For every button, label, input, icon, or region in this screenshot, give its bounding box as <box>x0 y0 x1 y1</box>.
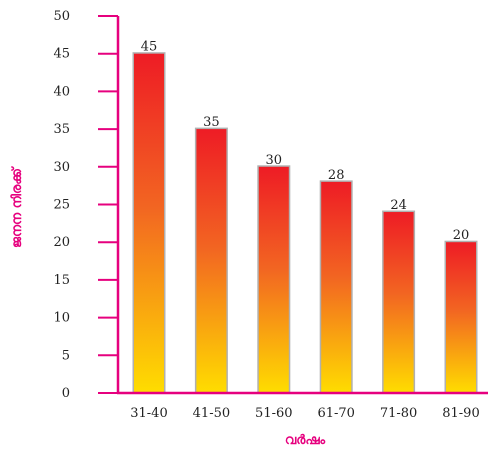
data-label: 20 <box>453 228 470 243</box>
bar <box>383 212 414 393</box>
y-tick-label: 20 <box>53 235 70 250</box>
y-tick-label: 15 <box>53 273 70 288</box>
bar <box>196 129 227 393</box>
y-tick-label: 5 <box>62 348 70 363</box>
y-tick-label: 35 <box>53 122 70 137</box>
axes <box>98 15 488 395</box>
data-label: 45 <box>141 40 158 55</box>
y-tick-label: 10 <box>53 311 70 326</box>
y-tick-label: 50 <box>53 9 70 24</box>
bars: 45 35 30 28 24 20 <box>132 40 478 393</box>
data-label: 24 <box>390 198 407 213</box>
x-axis-ticks: 31-40 41-50 51-60 61-70 71-80 81-90 <box>130 406 479 421</box>
bar <box>446 242 476 393</box>
x-tick-label: 81-90 <box>442 406 479 421</box>
bar <box>258 166 289 393</box>
y-tick-label: 0 <box>62 386 70 401</box>
x-tick-label: 41-50 <box>193 406 230 421</box>
y-tick-label: 40 <box>53 84 70 99</box>
data-label: 28 <box>328 168 345 183</box>
bar <box>321 181 352 393</box>
x-tick-label: 71-80 <box>380 406 417 421</box>
x-tick-label: 31-40 <box>130 406 167 421</box>
x-tick-label: 51-60 <box>255 406 292 421</box>
x-axis-title: വർഷം <box>285 433 326 448</box>
x-tick-label: 61-70 <box>317 406 354 421</box>
y-axis-title: ജനന നിരക്ക് <box>9 166 25 248</box>
y-tick-label: 45 <box>53 47 70 62</box>
bar <box>134 53 164 393</box>
data-label: 30 <box>266 153 283 168</box>
data-label: 35 <box>203 115 220 130</box>
y-tick-label: 25 <box>53 198 70 213</box>
y-axis-ticks: 0 5 10 15 20 25 30 35 40 45 50 <box>53 9 70 401</box>
y-tick-label: 30 <box>53 160 70 175</box>
